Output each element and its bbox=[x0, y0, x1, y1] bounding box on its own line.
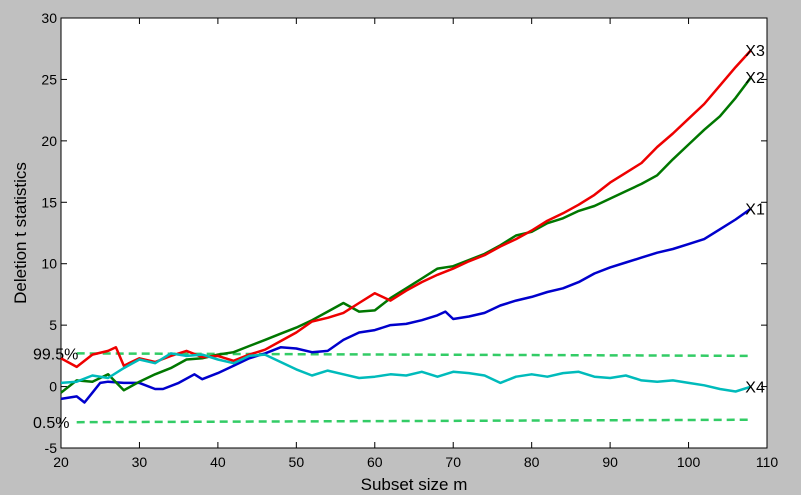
ticks: 20 30 40 50 60 70 80 90 100 110 -5 0 5 10 15 20 25 30 bbox=[41, 10, 778, 470]
y-axis-label: Deletion t statistics bbox=[11, 162, 30, 304]
series-line-x1 bbox=[60, 207, 753, 404]
y-tick-label: 25 bbox=[41, 71, 57, 87]
series-line-x2 bbox=[60, 76, 753, 394]
series-lines bbox=[60, 49, 753, 404]
band-line bbox=[76, 418, 752, 424]
y-tick-label: -5 bbox=[45, 440, 58, 456]
band-lines: 99.5% 0.5% bbox=[33, 346, 752, 432]
x-tick-label: 110 bbox=[756, 454, 779, 470]
x-tick-label: 60 bbox=[367, 454, 383, 470]
plot-area bbox=[60, 17, 768, 449]
x-tick-label: 80 bbox=[524, 454, 540, 470]
y-tick-label: 15 bbox=[41, 194, 57, 210]
band-label: 0.5% bbox=[33, 415, 69, 432]
series-label: X2 bbox=[745, 70, 765, 87]
series-label: X4 bbox=[745, 380, 765, 397]
band-line bbox=[76, 352, 752, 358]
y-tick-label: 20 bbox=[41, 133, 57, 149]
y-tick-label: 5 bbox=[49, 317, 57, 333]
y-tick-label: 30 bbox=[41, 10, 57, 26]
x-tick-label: 30 bbox=[132, 454, 148, 470]
series-label: X1 bbox=[745, 201, 765, 218]
series-line-x4 bbox=[60, 352, 752, 393]
series-label: X3 bbox=[745, 43, 765, 60]
y-tick-label: 10 bbox=[41, 256, 57, 272]
band-label: 99.5% bbox=[33, 346, 78, 363]
y-tick-label: 0 bbox=[49, 379, 57, 395]
x-tick-label: 90 bbox=[602, 454, 618, 470]
series-labels: X1 X2 X3 X4 bbox=[745, 43, 765, 397]
x-tick-label: 40 bbox=[210, 454, 226, 470]
x-tick-label: 100 bbox=[677, 454, 701, 470]
x-tick-label: 70 bbox=[445, 454, 461, 470]
x-axis-label: Subset size m bbox=[361, 475, 468, 494]
x-tick-label: 50 bbox=[289, 454, 305, 470]
x-tick-label: 20 bbox=[53, 454, 69, 470]
